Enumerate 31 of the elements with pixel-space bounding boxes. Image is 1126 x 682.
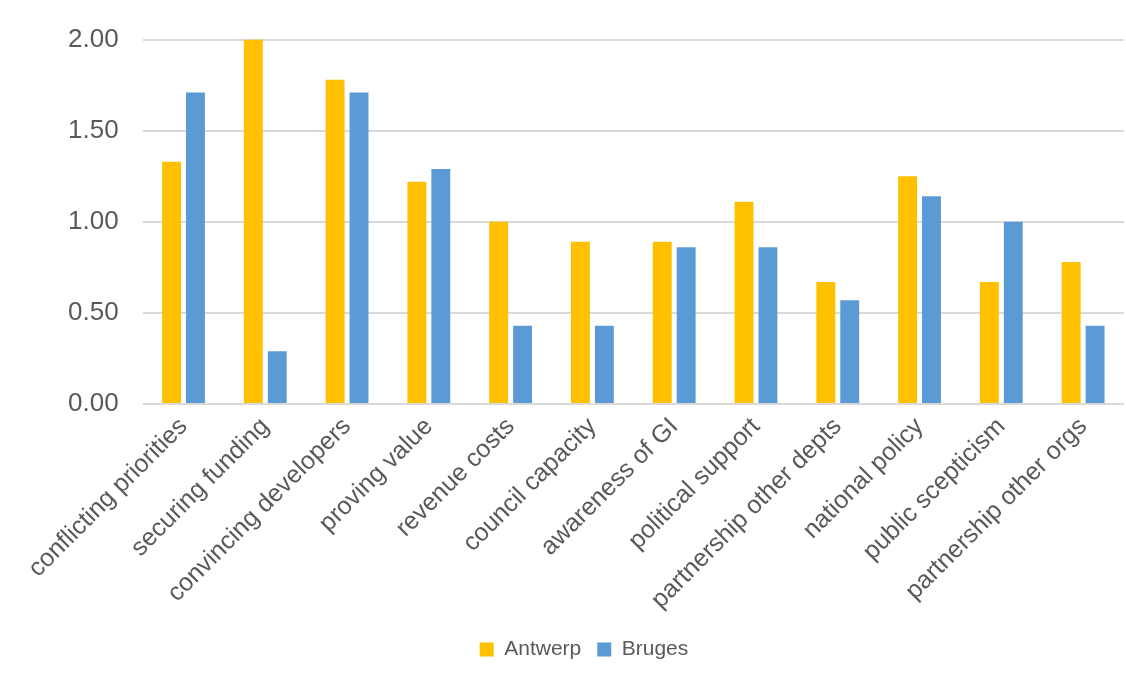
y-tick-label: 1.00: [67, 204, 119, 235]
bar: [407, 181, 427, 403]
bar: [840, 300, 860, 403]
bar: [513, 325, 533, 403]
bar: [922, 196, 941, 403]
bar: [816, 281, 836, 403]
bar: [652, 241, 672, 403]
bar: [979, 281, 999, 403]
bar: [676, 247, 696, 403]
bar: [243, 39, 263, 403]
bar: [1061, 261, 1081, 403]
bar: [734, 201, 754, 403]
bar: [571, 241, 590, 403]
legend-label: Antwerp: [504, 636, 582, 660]
bar: [898, 176, 918, 403]
bar: [325, 79, 345, 403]
y-tick-label: 0.50: [67, 296, 119, 327]
y-tick-label: 0.00: [67, 387, 119, 418]
y-tick-label: 2.00: [67, 22, 119, 53]
bar: [186, 92, 205, 403]
y-tick-label: 1.50: [67, 113, 119, 144]
bar: [1085, 325, 1105, 403]
bar: [349, 92, 369, 403]
bar: [758, 247, 778, 403]
bar: [594, 325, 614, 403]
legend-label: Bruges: [621, 636, 689, 660]
bar: [489, 221, 509, 403]
bar: [267, 351, 287, 403]
bar: [1003, 221, 1023, 403]
bar: [162, 161, 181, 403]
bar: [431, 168, 451, 403]
